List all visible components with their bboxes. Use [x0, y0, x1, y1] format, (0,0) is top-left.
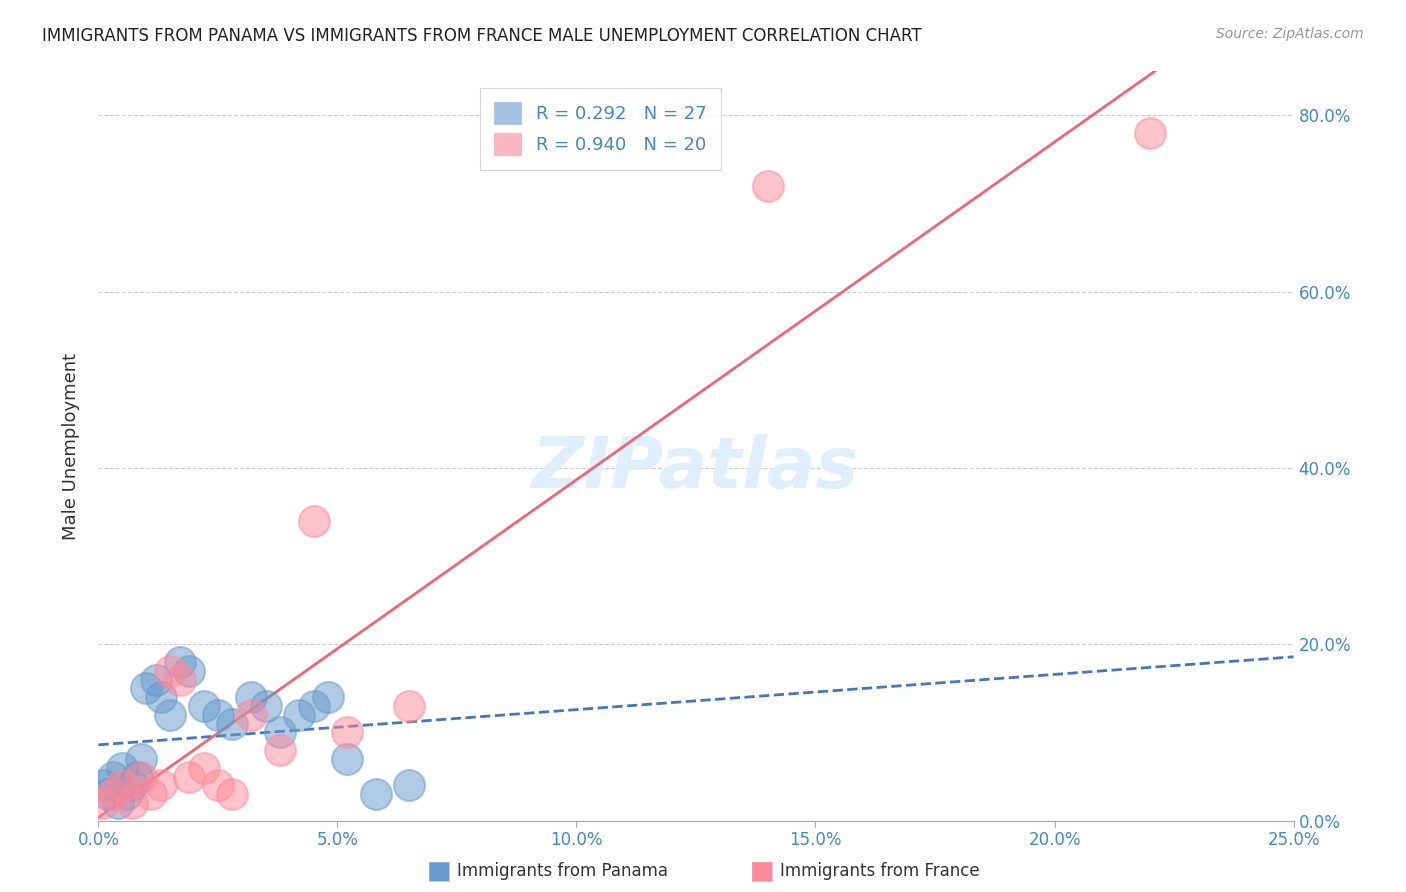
Point	[336, 725, 359, 739]
Point	[316, 690, 339, 705]
Point	[193, 761, 215, 775]
Text: IMMIGRANTS FROM PANAMA VS IMMIGRANTS FROM FRANCE MALE UNEMPLOYMENT CORRELATION C: IMMIGRANTS FROM PANAMA VS IMMIGRANTS FRO…	[42, 27, 922, 45]
Point	[121, 778, 143, 792]
Text: ZIPatlas: ZIPatlas	[533, 434, 859, 503]
Point	[91, 796, 114, 810]
Point	[221, 716, 243, 731]
Point	[149, 690, 172, 705]
Point	[97, 787, 120, 801]
Point	[207, 778, 229, 792]
Point	[193, 699, 215, 714]
Point	[131, 770, 153, 784]
Point	[221, 787, 243, 801]
Point	[254, 699, 277, 714]
Point	[159, 664, 181, 678]
Text: Immigrants from Panama: Immigrants from Panama	[457, 863, 668, 880]
Point	[269, 743, 291, 757]
Point	[107, 796, 129, 810]
Point	[111, 761, 134, 775]
Point	[398, 778, 420, 792]
Point	[169, 655, 191, 669]
Point	[1139, 126, 1161, 140]
Point	[240, 690, 263, 705]
Point	[149, 778, 172, 792]
Point	[302, 514, 325, 528]
Point	[145, 673, 167, 687]
Point	[139, 787, 162, 801]
Point	[179, 664, 201, 678]
Legend: R = 0.292   N = 27, R = 0.940   N = 20: R = 0.292 N = 27, R = 0.940 N = 20	[479, 88, 721, 169]
Point	[125, 770, 148, 784]
Text: Source: ZipAtlas.com: Source: ZipAtlas.com	[1216, 27, 1364, 41]
Point	[111, 778, 134, 792]
Point	[159, 707, 181, 722]
Point	[207, 707, 229, 722]
Point	[121, 796, 143, 810]
Point	[288, 707, 311, 722]
Point	[336, 752, 359, 766]
Point	[364, 787, 387, 801]
Point	[269, 725, 291, 739]
Point	[101, 787, 124, 801]
Point	[101, 770, 124, 784]
Point	[131, 752, 153, 766]
Point	[115, 787, 138, 801]
Point	[302, 699, 325, 714]
Point	[179, 770, 201, 784]
Point	[240, 707, 263, 722]
Point	[169, 673, 191, 687]
Point	[91, 778, 114, 792]
Y-axis label: Male Unemployment: Male Unemployment	[62, 352, 80, 540]
Text: Immigrants from France: Immigrants from France	[780, 863, 980, 880]
Point	[398, 699, 420, 714]
Point	[135, 681, 157, 696]
Point	[756, 178, 779, 193]
